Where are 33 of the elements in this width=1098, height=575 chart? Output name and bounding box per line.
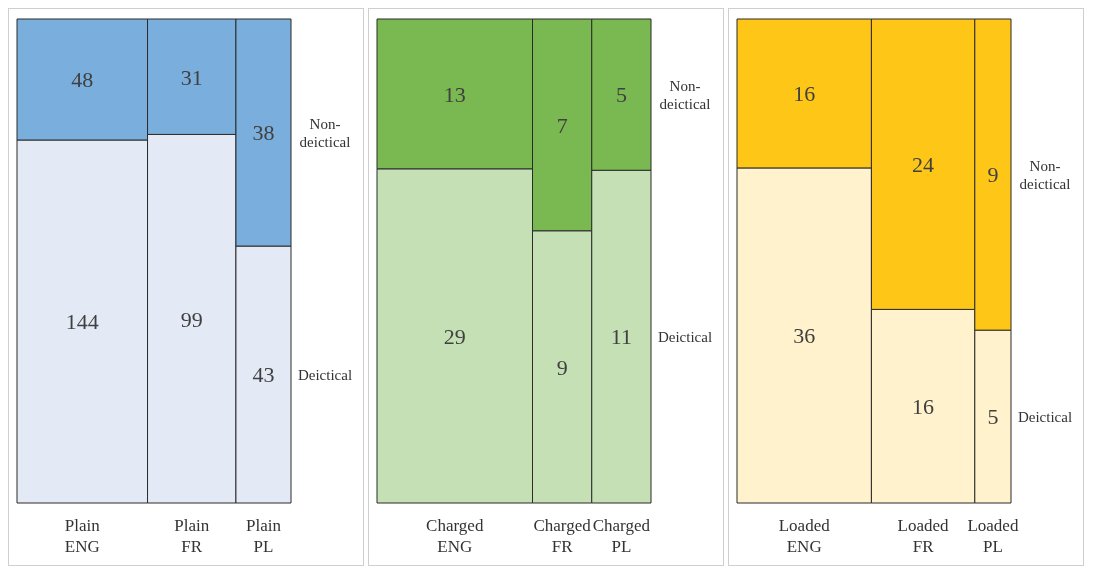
category-label: Loaded ENG [778, 516, 831, 556]
series-label: Deictical [657, 328, 713, 345]
data-label: 5 [987, 404, 999, 430]
data-label: 36 [793, 323, 816, 349]
data-label: 16 [912, 394, 935, 420]
data-label: 9 [556, 354, 568, 380]
series-label: Deictical [297, 366, 353, 383]
category-label: Loaded FR [897, 516, 950, 556]
data-label: 29 [443, 323, 466, 349]
category-label: Plain ENG [64, 516, 101, 556]
category-label: Charged PL [592, 516, 651, 556]
category-label: Charged FR [533, 516, 592, 556]
data-label: 7 [556, 112, 568, 138]
series-label: Non-deictical [299, 115, 351, 150]
data-label: 31 [180, 64, 203, 90]
data-label: 16 [793, 81, 816, 107]
category-label: Plain PL [245, 516, 282, 556]
series-label: Non-deictical [1019, 157, 1071, 192]
data-label: 144 [65, 309, 99, 335]
series-label: Deictical [1017, 408, 1073, 425]
data-label: 99 [180, 306, 203, 332]
data-label: 11 [610, 324, 632, 350]
data-label: 24 [912, 152, 935, 178]
data-label: 5 [615, 82, 627, 108]
data-label: 13 [443, 81, 466, 107]
data-label: 9 [987, 162, 999, 188]
category-label: Charged ENG [426, 516, 484, 556]
data-label: 48 [71, 67, 94, 93]
category-label: Loaded PL [967, 516, 1019, 556]
data-label: 43 [252, 362, 275, 388]
series-label: Non-deictical [659, 77, 711, 112]
category-label: Plain FR [174, 516, 210, 556]
data-label: 38 [252, 120, 275, 146]
